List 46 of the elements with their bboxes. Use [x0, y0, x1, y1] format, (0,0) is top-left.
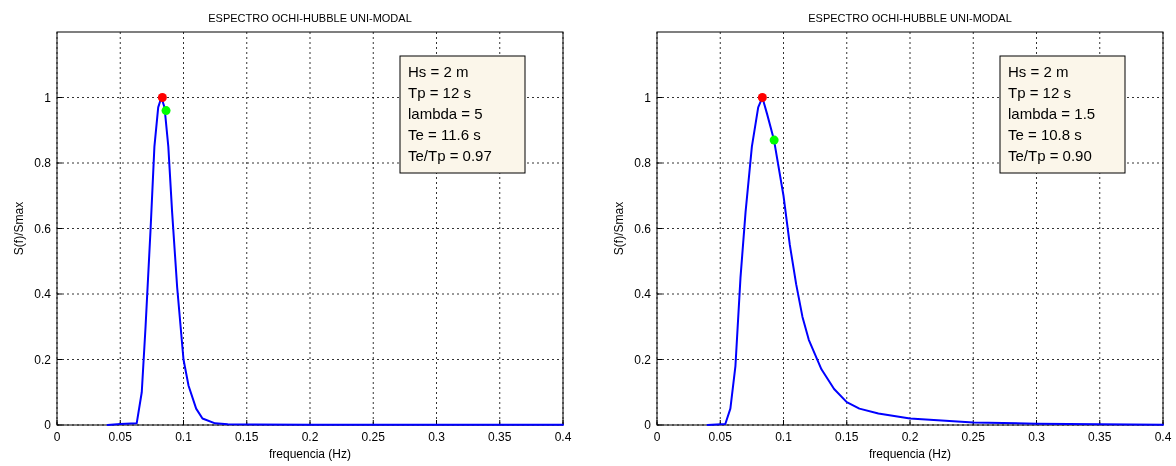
x-tick-label: 0.1	[775, 430, 793, 444]
annotation: lambda = 1.5	[1008, 105, 1096, 122]
y-tick-label: 0.2	[634, 352, 652, 367]
x-tick-label: 0.4	[1154, 430, 1172, 444]
x-tick-label: 0.05	[108, 430, 133, 444]
x-tick-label: 0	[53, 430, 61, 444]
x-tick-label: 0.4	[554, 430, 572, 444]
x-axis-title: frequencia (Hz)	[268, 447, 352, 461]
y-tick-label: 0.8	[34, 156, 52, 170]
y-tick-label: 0.6	[34, 221, 52, 236]
x-axis-title: frequencia (Hz)	[868, 447, 952, 461]
x-tick-label: 0.35	[488, 430, 512, 444]
y-axis-title: S(f)/Smax	[612, 201, 626, 256]
x-tick-label: 0.35	[1088, 430, 1112, 444]
annotation: Hs = 2 m	[408, 63, 469, 80]
chart-title: ESPECTRO OCHI-HUBBLE UNI-MODAL	[808, 12, 1012, 24]
x-tick-label: 0.2	[301, 430, 319, 444]
y-tick-label: 0.2	[34, 352, 52, 367]
x-tick-label: 0.2	[901, 430, 919, 444]
y-tick-label: 0	[44, 418, 52, 432]
x-tick-label: 0.15	[235, 430, 259, 444]
y-tick-label: 0.6	[634, 221, 652, 236]
annotation: lambda = 5	[408, 105, 483, 122]
x-tick-label: 0	[653, 430, 661, 444]
annotation: Tp = 12 s	[1008, 84, 1071, 101]
chart-title: ESPECTRO OCHI-HUBBLE UNI-MODAL	[208, 12, 412, 24]
annotation: Te = 11.6 s	[408, 126, 481, 143]
y-tick-label: 0	[644, 418, 652, 432]
y-tick-label: 0.4	[34, 287, 52, 301]
x-tick-label: 0.15	[835, 430, 859, 444]
annotation: Hs = 2 m	[1008, 63, 1069, 80]
x-tick-label: 0.25	[361, 430, 386, 444]
y-axis-title: S(f)/Smax	[12, 201, 26, 256]
y-tick-label: 0.8	[634, 156, 652, 170]
annotation: Te/Tp = 0.97	[408, 147, 492, 164]
annotation: Te = 10.8 s	[1008, 126, 1082, 143]
annotation: Te/Tp = 0.90	[1008, 147, 1092, 164]
x-tick-label: 0.05	[708, 430, 733, 444]
y-tick-label: 1	[44, 90, 52, 105]
y-tick-label: 0.4	[634, 287, 652, 301]
x-tick-label: 0.3	[1028, 430, 1046, 444]
x-tick-label: 0.25	[961, 430, 986, 444]
y-tick-label: 1	[644, 90, 652, 105]
annotation: Tp = 12 s	[408, 84, 471, 101]
x-tick-label: 0.1	[175, 430, 193, 444]
x-tick-label: 0.3	[428, 430, 446, 444]
